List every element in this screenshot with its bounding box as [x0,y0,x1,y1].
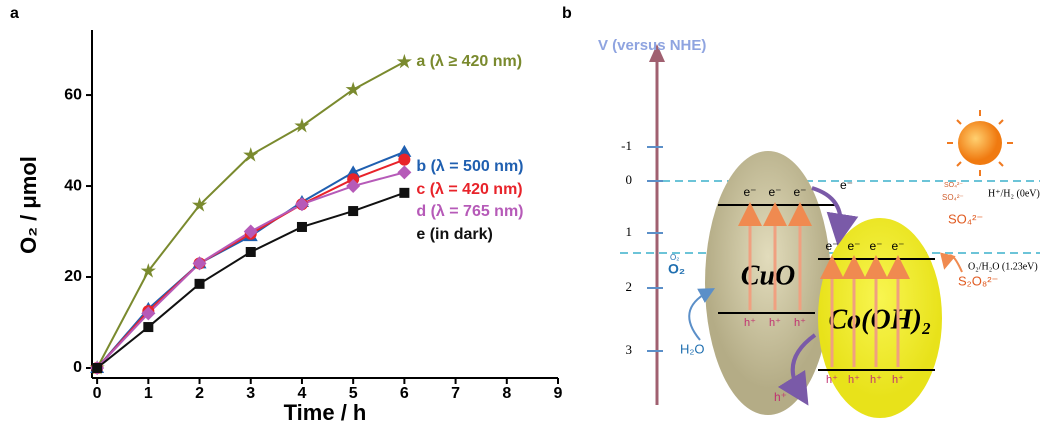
hole: h⁺ [848,374,860,386]
hole-transfer-arrow [777,333,817,406]
legend-label: e (in dark) [416,226,492,243]
marker [140,263,156,278]
y-tick-label: 40 [64,177,82,194]
marker [92,362,103,373]
x-tick-label: 1 [144,385,153,402]
x-tick-label: 6 [400,385,409,402]
marker [345,81,361,97]
axis-title: V (versus NHE) [598,37,706,54]
axis-tick-label: 2 [626,279,633,294]
axis-arrow [649,44,665,62]
electron: e⁻ [869,239,882,253]
chart: 0 1 2 3 4 5 6 7 8 9 0 20 40 60 a (λ ≥ 420 nm) b (λ = 50… [64,30,563,402]
species: S₂O₈²⁻ [958,273,998,288]
marker [243,147,259,162]
marker [398,153,411,166]
marker [194,278,205,289]
level-label: H⁺/H₂ (0eV) [988,188,1040,199]
species: O₂ [668,261,685,277]
axis-tick-label: 1 [626,224,633,239]
marker [348,206,359,217]
axis-tick-label: 3 [626,342,633,357]
marker [346,179,361,194]
x-tick-label: 5 [349,385,358,402]
electron: e⁻ [847,239,860,253]
marker [243,224,258,239]
y-axis-label: O₂ / μmol [16,156,41,254]
y-tick-label: 20 [64,268,82,285]
water-arrow [688,288,716,341]
electron: e⁻ [891,239,904,253]
electron: e⁻ [840,178,853,192]
series-line [96,60,405,369]
diagram: V (versus NHE) H⁺/H₂ (0eV) O₂/H₂O (1.23e… [598,37,1040,418]
marker [399,187,410,198]
marker [294,117,310,133]
marker [192,256,207,271]
marker [396,53,412,69]
species: SO₄²⁻ [944,182,963,189]
marker [245,246,256,257]
marker [296,221,307,232]
axis-tick-label: 0 [626,172,633,187]
x-tick-label: 0 [93,385,102,402]
x-tick-label: 2 [195,385,204,402]
electron: e⁻ [793,185,806,199]
electron: e⁻ [768,185,781,199]
legend-label: b (λ = 500 nm) [416,158,523,175]
level-label: O₂/H₂O (1.23eV) [968,261,1038,272]
hole: h⁺ [870,374,882,386]
y-tick-label: 0 [73,359,82,376]
hole: h⁺ [744,317,756,329]
hole: h⁺ [774,390,787,404]
marker [143,322,154,333]
x-tick-label: 8 [502,385,511,402]
hole: h⁺ [794,317,806,329]
marker [191,197,208,212]
legend-label: c (λ = 420 nm) [416,181,522,198]
species: O₂ [670,253,679,262]
electron-transfer-arrow [811,186,859,246]
x-axis-label: Time / h [284,400,367,425]
x-tick-label: 7 [451,385,460,402]
axis-tick-label: -1 [621,138,632,153]
series-line [96,158,405,369]
panel-label: a [10,5,19,22]
hole: h⁺ [826,374,838,386]
marker [397,165,412,180]
persulfate-arrow [940,252,963,273]
sun [947,110,1013,176]
panel-label: b [562,5,572,22]
legend-label: d (λ = 765 nm) [416,203,523,220]
marker [397,144,412,157]
marker [141,306,156,321]
species: H₂O [680,341,705,356]
hole: h⁺ [769,317,781,329]
electron: e⁻ [825,239,838,253]
species: SO₄²⁻ [948,211,983,226]
x-tick-label: 4 [298,385,307,402]
y-tick-label: 60 [64,86,82,103]
legend-label: a (λ ≥ 420 nm) [416,53,522,70]
hole: h⁺ [892,374,904,386]
electron: e⁻ [743,185,756,199]
cooh-label: Co(OH)₂ [828,304,931,335]
species: SO₄²⁻ [942,193,964,202]
marker [294,197,309,212]
x-tick-label: 9 [554,385,563,402]
x-tick-label: 3 [246,385,255,402]
